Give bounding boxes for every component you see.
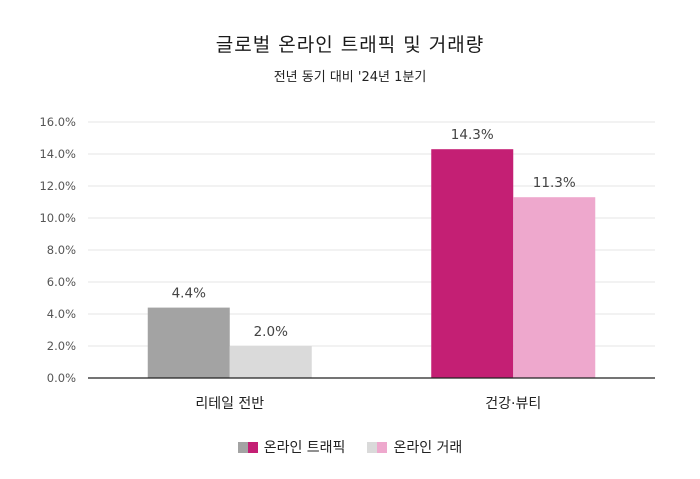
data-label: 11.3% bbox=[533, 175, 576, 191]
legend-item-traffic[interactable]: 온라인 트래픽 bbox=[237, 437, 346, 457]
chart-title: 글로벌 온라인 트래픽 및 거래량 bbox=[215, 34, 485, 56]
y-tick-label: 10.0% bbox=[39, 211, 76, 225]
y-tick-label: 0.0% bbox=[47, 371, 76, 385]
legend-item-transactions[interactable]: 온라인 거래 bbox=[367, 437, 462, 457]
legend-swatch-transactions bbox=[367, 441, 388, 453]
chart-legend: 온라인 트래픽 온라인 거래 bbox=[0, 437, 700, 457]
y-tick-label: 4.0% bbox=[47, 307, 76, 321]
y-tick-label: 12.0% bbox=[39, 179, 76, 193]
x-category-label: 건강·뷰티 bbox=[485, 396, 541, 412]
legend-label-traffic: 온라인 트래픽 bbox=[263, 440, 346, 456]
data-label: 2.0% bbox=[254, 324, 288, 340]
data-label: 14.3% bbox=[451, 127, 494, 143]
y-tick-label: 14.0% bbox=[39, 147, 76, 161]
data-label: 4.4% bbox=[172, 286, 206, 302]
bar bbox=[431, 149, 514, 378]
y-tick-label: 16.0% bbox=[39, 115, 76, 129]
legend-swatch-traffic bbox=[237, 441, 258, 453]
y-tick-label: 8.0% bbox=[47, 243, 76, 257]
bar bbox=[147, 307, 230, 378]
chart-subtitle: 전년 동기 대비 '24년 1분기 bbox=[273, 70, 427, 85]
x-category-label: 리테일 전반 bbox=[195, 396, 264, 412]
y-tick-label: 2.0% bbox=[47, 339, 76, 353]
bar bbox=[513, 197, 596, 378]
y-tick-label: 6.0% bbox=[47, 275, 76, 289]
legend-label-transactions: 온라인 거래 bbox=[393, 440, 463, 456]
bar bbox=[229, 346, 312, 378]
